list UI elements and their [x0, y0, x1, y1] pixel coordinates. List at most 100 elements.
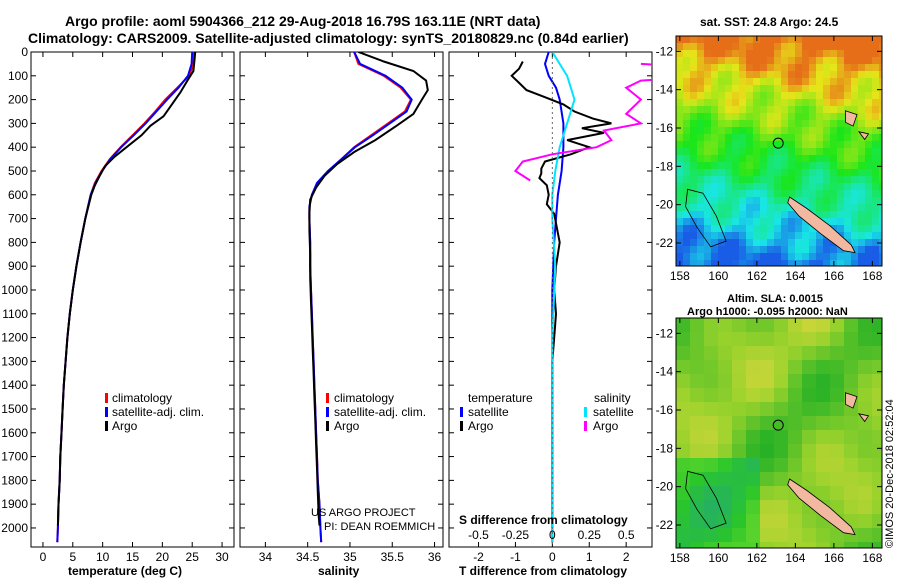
map-cell: [683, 148, 691, 156]
map-cell: [753, 176, 761, 184]
map-cell: [718, 388, 733, 403]
map-cell: [781, 71, 789, 79]
map-cell: [704, 134, 712, 142]
map-cell: [781, 36, 789, 44]
map-cell: [704, 155, 712, 163]
map-cell: [837, 113, 845, 121]
map-cell: [697, 99, 705, 107]
map-cell: [753, 113, 761, 121]
map-cell: [879, 253, 882, 261]
map-cell: [676, 318, 691, 333]
map-cell: [746, 197, 754, 205]
map-cell: [718, 402, 733, 417]
map-cell: [690, 64, 698, 72]
map-cell: [760, 99, 768, 107]
map-cell: [788, 43, 796, 51]
map-cell: [865, 57, 873, 65]
map-cell: [690, 197, 698, 205]
map-cell: [704, 85, 712, 93]
map-cell: [858, 113, 866, 121]
map-cell: [718, 225, 726, 233]
map-cell: [746, 225, 754, 233]
map-cell: [830, 92, 838, 100]
map-cell: [795, 141, 803, 149]
map-cell: [718, 71, 726, 79]
map-cell: [802, 239, 810, 247]
map-cell: [788, 388, 803, 403]
island-2: [857, 131, 870, 141]
map-cell: [697, 71, 705, 79]
map-cell: [872, 127, 880, 135]
map-cell: [704, 57, 712, 65]
map-cell: [732, 36, 740, 44]
map-cell: [732, 472, 747, 487]
series-line-salinity-satellite: [551, 52, 576, 543]
legend-swatch-s-satellite: [584, 407, 587, 417]
map-cell: [760, 71, 768, 79]
map-cell: [690, 155, 698, 163]
map-cell: [858, 360, 873, 375]
map-cell: [711, 169, 719, 177]
map-cell: [802, 346, 817, 361]
map-cell: [676, 57, 684, 65]
legend-title-temperature: temperature: [468, 391, 533, 405]
map-cell: [704, 402, 719, 417]
depth-tick-label: 100: [8, 69, 28, 83]
map-x-tick-label: 166: [824, 551, 844, 565]
map-cell: [676, 416, 691, 431]
map-cell: [697, 260, 705, 266]
map-cell: [809, 239, 817, 247]
map-cell: [753, 183, 761, 191]
map-cell: [788, 239, 796, 247]
map-cell: [753, 57, 761, 65]
map-x-tick-label: 164: [785, 551, 805, 565]
map-cell: [865, 183, 873, 191]
map-cell: [844, 71, 852, 79]
x-tick-label: 36: [428, 550, 442, 564]
map-cell: [872, 50, 880, 58]
depth-tick-label: 1300: [1, 354, 28, 368]
map-cell: [858, 218, 866, 226]
map-cell: [816, 127, 824, 135]
map-cell: [816, 318, 831, 333]
map-cell: [697, 50, 705, 58]
map-cell: [732, 514, 747, 529]
map-cell: [844, 211, 852, 219]
map-cell: [830, 169, 838, 177]
map-cell: [795, 232, 803, 240]
map-cell: [837, 64, 845, 72]
map-x-tick-label: 168: [862, 269, 882, 283]
map-cell: [711, 85, 719, 93]
map-cell: [774, 253, 782, 261]
map-cell: [872, 374, 882, 389]
island-0: [787, 196, 856, 254]
map-cell: [844, 360, 859, 375]
map-cell: [676, 346, 691, 361]
map-cell: [718, 120, 726, 128]
map-cell: [739, 43, 747, 51]
map-y-tick-label: -16: [656, 121, 674, 135]
map-cell: [711, 64, 719, 72]
map-cell: [788, 190, 796, 198]
map-cell: [809, 225, 817, 233]
map-cell: [795, 260, 803, 266]
map-cell: [879, 211, 882, 219]
map-cell: [767, 43, 775, 51]
map-cell: [676, 218, 684, 226]
map-cell: [718, 169, 726, 177]
map-cell: [732, 197, 740, 205]
map-cell: [676, 458, 691, 473]
map-cell: [725, 183, 733, 191]
map-cell: [697, 78, 705, 86]
map-cell: [837, 155, 845, 163]
map-cell: [732, 148, 740, 156]
map-cell: [718, 106, 726, 114]
map-cell: [767, 204, 775, 212]
map-cell: [844, 43, 852, 51]
map-cell: [858, 71, 866, 79]
map-cell: [690, 346, 705, 361]
map-cell: [746, 78, 754, 86]
map-cell: [683, 120, 691, 128]
map-cell: [739, 253, 747, 261]
map-cell: [788, 106, 796, 114]
